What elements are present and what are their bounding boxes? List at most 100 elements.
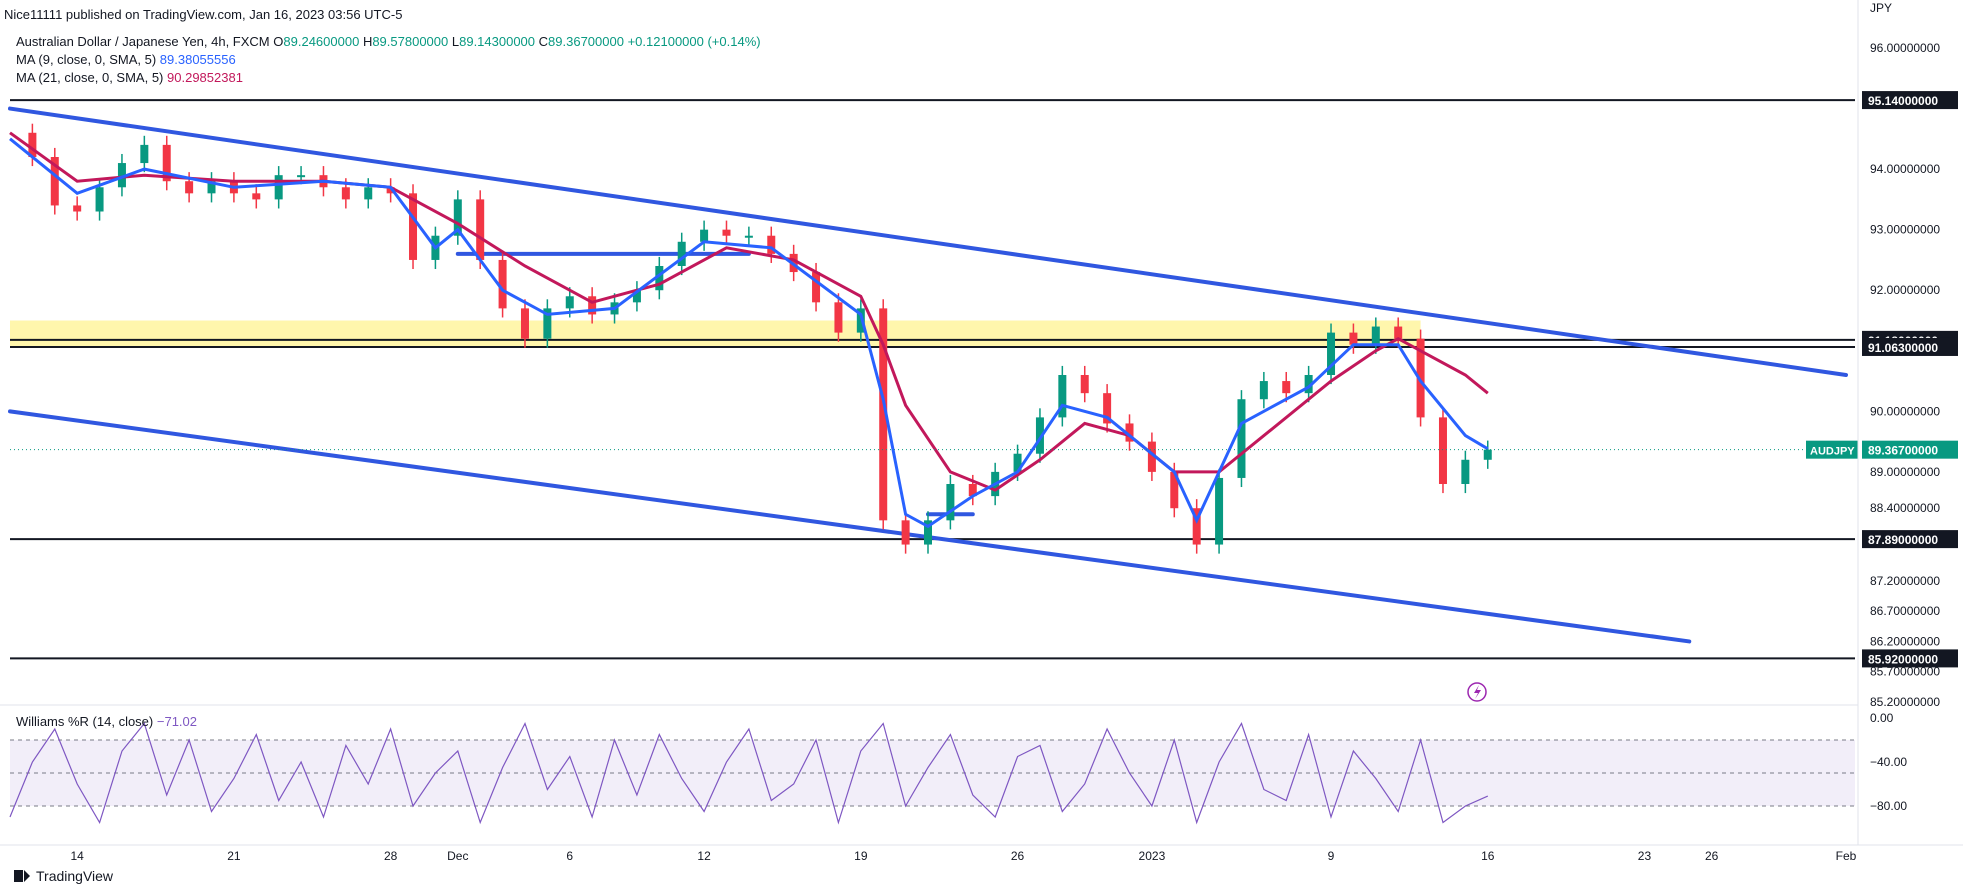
last-price-tag-bg xyxy=(1862,440,1958,459)
candle-body xyxy=(386,187,395,194)
symbol-legend: Australian Dollar / Japanese Yen, 4h, FX… xyxy=(16,34,761,49)
price-tick-label: 87.20000000 xyxy=(1870,574,1940,588)
tradingview-logo-icon xyxy=(14,870,30,882)
candle-body xyxy=(543,308,552,339)
time-tick-label: 19 xyxy=(854,849,868,863)
candle-body xyxy=(1416,338,1425,418)
candle-body xyxy=(50,157,59,206)
candle-body xyxy=(162,144,171,182)
time-tick-label: Feb xyxy=(1836,849,1857,863)
williams-label: Williams %R (14, close) xyxy=(16,714,154,729)
trendlines xyxy=(8,106,1848,644)
williams-line xyxy=(9,721,1489,825)
candle-body xyxy=(1327,332,1336,375)
price-tick-label: 89.00000000 xyxy=(1870,465,1940,479)
candle-body xyxy=(700,229,709,242)
time-tick-label: 28 xyxy=(384,849,398,863)
high-label: H xyxy=(362,34,373,49)
time-tick-label: 26 xyxy=(1011,849,1025,863)
time-tick-label: Dec xyxy=(447,849,468,863)
candle-body xyxy=(73,205,82,212)
level-tag-label: 95.14000000 xyxy=(1868,94,1938,108)
open-value: 89.24600000 xyxy=(283,34,360,49)
price-tick-label: 86.20000000 xyxy=(1870,634,1940,648)
williams-tick-label: −40.00 xyxy=(1870,755,1907,769)
price-tick-label: 85.20000000 xyxy=(1870,695,1940,709)
candle-body xyxy=(677,241,686,266)
high-value: 89.57800000 xyxy=(372,34,449,49)
level-tag-label: 91.06300000 xyxy=(1868,341,1938,355)
trendline xyxy=(8,409,1692,644)
candle-body xyxy=(834,302,843,333)
candle-body xyxy=(1237,399,1246,478)
candle-body xyxy=(274,175,283,200)
ma-slow-value: 90.29852381 xyxy=(167,70,243,85)
price-tick-label: 88.40000000 xyxy=(1870,501,1940,515)
candle-body xyxy=(1282,381,1291,394)
candle-body xyxy=(588,296,597,315)
time-tick-label: 16 xyxy=(1481,849,1495,863)
candle-body xyxy=(1304,375,1313,394)
level-tag-bg xyxy=(1862,530,1958,549)
level-tag-bg xyxy=(1862,649,1958,668)
candle-body xyxy=(812,272,821,303)
candle-body xyxy=(722,229,731,236)
symbol-title: Australian Dollar / Japanese Yen, 4h, FX… xyxy=(16,34,270,49)
price-tick-label: 85.70000000 xyxy=(1870,665,1940,679)
candle-body xyxy=(565,296,574,309)
candle-body xyxy=(185,181,194,194)
candle-body xyxy=(655,266,664,291)
trendline xyxy=(8,106,1848,377)
candle-body xyxy=(95,187,104,212)
candle-body xyxy=(1259,381,1268,400)
lightning-icon-glyph xyxy=(1474,685,1481,699)
symbol-tag-bg xyxy=(1806,440,1858,459)
currency-label: JPY xyxy=(1870,1,1892,15)
publisher-attribution: Nice11111 published on TradingView.com, … xyxy=(4,7,403,22)
candle-body xyxy=(140,144,149,164)
candle-body xyxy=(1125,423,1134,442)
footer-brand: TradingView xyxy=(36,868,114,884)
time-tick-label: 2023 xyxy=(1139,849,1166,863)
close-value: 89.36700000 xyxy=(548,34,624,49)
williams-tick-label: 0.00 xyxy=(1870,711,1894,725)
candle-body xyxy=(1170,471,1179,509)
candle-body xyxy=(901,520,910,545)
candle-body xyxy=(767,235,776,254)
candle-body xyxy=(856,308,865,333)
lightning-icon xyxy=(1467,682,1487,702)
supply-zone-rect xyxy=(10,320,1421,347)
candle-body xyxy=(968,484,977,497)
tradingview-footer[interactable]: TradingView xyxy=(14,868,113,884)
candle-body xyxy=(744,235,753,238)
time-tick-label: 23 xyxy=(1638,849,1652,863)
change-value: +0.12100000 (+0.14%) xyxy=(627,34,761,49)
candle-body xyxy=(1349,332,1358,345)
last-price-tag-label: 89.36700000 xyxy=(1868,444,1938,458)
time-tick-label: 12 xyxy=(697,849,711,863)
price-tick-label: 92.00000000 xyxy=(1870,283,1940,297)
candle-body xyxy=(1394,326,1403,339)
candle-body xyxy=(1215,477,1224,545)
candle-body xyxy=(117,163,126,188)
candle-body xyxy=(1371,326,1380,345)
candle-body xyxy=(207,181,216,194)
candle-body xyxy=(1013,453,1022,472)
candle-body xyxy=(1483,449,1492,460)
williams-r-pane: 0.00 −40.00 −80.00 xyxy=(9,711,1907,825)
time-tick-label: 6 xyxy=(566,849,573,863)
time-tick-label: 14 xyxy=(70,849,84,863)
candle-body xyxy=(1103,393,1112,424)
williams-value: −71.02 xyxy=(156,714,197,729)
level-tag-label: 87.89000000 xyxy=(1868,533,1938,547)
candle-body xyxy=(1080,375,1089,394)
candle-body xyxy=(297,175,306,178)
candle-body xyxy=(632,290,641,303)
candle-body xyxy=(28,132,37,157)
williams-tick-label: −80.00 xyxy=(1870,799,1907,813)
axes: AUDJPY 89.36700000 JPY 96.00000000 94.000000… xyxy=(0,0,1963,863)
level-tag-bg xyxy=(1862,91,1958,110)
moving-averages xyxy=(9,131,1489,529)
close-label: C xyxy=(538,34,549,49)
